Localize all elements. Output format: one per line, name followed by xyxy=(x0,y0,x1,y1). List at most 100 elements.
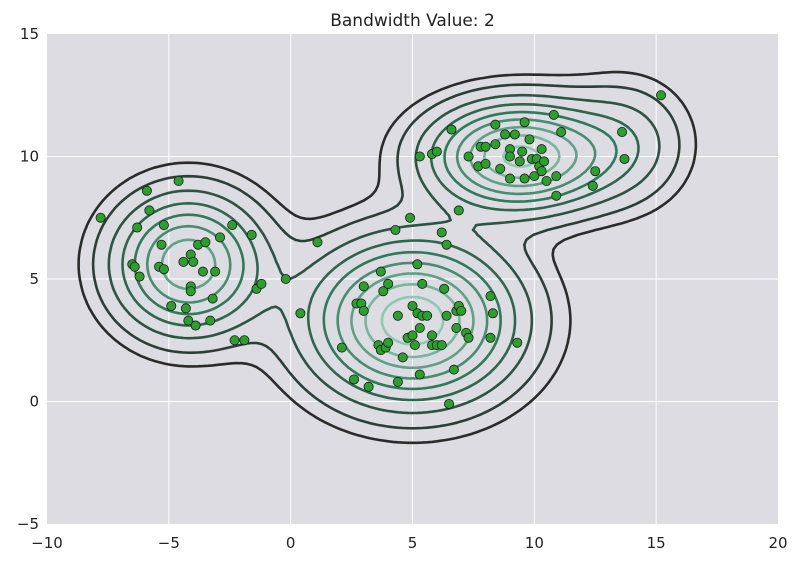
data-point xyxy=(480,141,491,152)
data-point xyxy=(617,127,628,138)
data-point xyxy=(539,156,550,167)
data-point xyxy=(358,305,369,316)
contour-line xyxy=(77,70,698,445)
chart-title: Bandwidth Value: 2 xyxy=(330,11,495,31)
data-point xyxy=(551,190,562,201)
data-point xyxy=(587,180,598,191)
x-tick-label: 15 xyxy=(647,534,666,552)
data-point xyxy=(358,281,369,292)
data-point xyxy=(390,224,401,235)
data-point xyxy=(397,352,408,363)
data-point xyxy=(451,322,462,333)
y-tick-label: 0 xyxy=(29,393,39,411)
data-point xyxy=(414,322,425,333)
data-point xyxy=(197,266,208,277)
data-point xyxy=(383,278,394,289)
x-tick-label: −5 xyxy=(158,534,180,552)
data-point xyxy=(190,320,201,331)
data-point xyxy=(431,146,442,157)
data-point xyxy=(490,139,501,150)
data-point xyxy=(490,119,501,130)
data-point xyxy=(349,374,360,385)
data-point xyxy=(480,158,491,169)
data-point xyxy=(280,273,291,284)
data-point xyxy=(463,151,474,162)
data-point xyxy=(529,171,540,182)
data-point xyxy=(517,146,528,157)
data-point xyxy=(239,335,250,346)
data-point xyxy=(495,163,506,174)
data-point xyxy=(378,286,389,297)
x-tick-label: 20 xyxy=(768,534,787,552)
data-point xyxy=(414,369,425,380)
data-point xyxy=(215,232,226,243)
data-point xyxy=(487,308,498,319)
data-point xyxy=(158,220,169,231)
data-point xyxy=(548,109,559,120)
data-point xyxy=(95,212,106,223)
data-point xyxy=(132,222,143,233)
data-point xyxy=(178,256,189,267)
contour-line xyxy=(107,93,661,415)
data-point xyxy=(156,239,167,250)
data-point xyxy=(656,90,667,101)
data-point xyxy=(129,261,140,272)
data-point xyxy=(590,166,601,177)
data-point xyxy=(407,300,418,311)
data-point xyxy=(541,175,552,186)
y-tick-labels: −5 0 5 10 15 xyxy=(17,25,39,533)
data-point xyxy=(185,286,196,297)
data-point xyxy=(205,315,216,326)
data-point xyxy=(426,330,437,341)
data-point xyxy=(383,337,394,348)
data-point xyxy=(463,332,474,343)
data-point xyxy=(441,239,452,250)
data-point xyxy=(556,127,567,138)
data-point xyxy=(392,310,403,321)
data-point xyxy=(336,342,347,353)
data-point xyxy=(312,237,323,248)
data-point xyxy=(295,308,306,319)
data-point xyxy=(551,171,562,182)
data-point xyxy=(441,310,452,321)
y-tick-label: 15 xyxy=(20,25,39,43)
data-point xyxy=(392,376,403,387)
data-point xyxy=(485,291,496,302)
data-point xyxy=(210,266,221,277)
data-point xyxy=(141,185,152,196)
y-tick-label: 10 xyxy=(20,148,39,166)
data-point xyxy=(363,381,374,392)
data-point xyxy=(180,303,191,314)
data-points xyxy=(95,90,667,409)
data-point xyxy=(227,220,238,231)
data-point xyxy=(166,300,177,311)
data-point xyxy=(417,278,428,289)
data-point xyxy=(453,205,464,216)
data-point xyxy=(436,227,447,238)
x-tick-label: 5 xyxy=(408,534,418,552)
data-point xyxy=(439,283,450,294)
data-point xyxy=(144,205,155,216)
data-point xyxy=(444,398,455,409)
data-point xyxy=(514,156,525,167)
data-point xyxy=(405,212,416,223)
data-point xyxy=(422,310,433,321)
x-tick-label: 0 xyxy=(286,534,296,552)
data-point xyxy=(409,340,420,351)
data-point xyxy=(500,129,511,140)
data-point xyxy=(188,256,199,267)
data-point xyxy=(183,315,194,326)
data-point xyxy=(412,259,423,270)
data-point xyxy=(207,293,218,304)
contour-line xyxy=(91,83,681,430)
data-point xyxy=(509,129,520,140)
data-point xyxy=(519,173,530,184)
x-tick-label: −10 xyxy=(31,534,63,552)
data-point xyxy=(134,271,145,282)
data-point xyxy=(536,166,547,177)
data-point xyxy=(173,175,184,186)
data-point xyxy=(456,305,467,316)
data-point xyxy=(512,337,523,348)
data-point xyxy=(519,117,530,128)
